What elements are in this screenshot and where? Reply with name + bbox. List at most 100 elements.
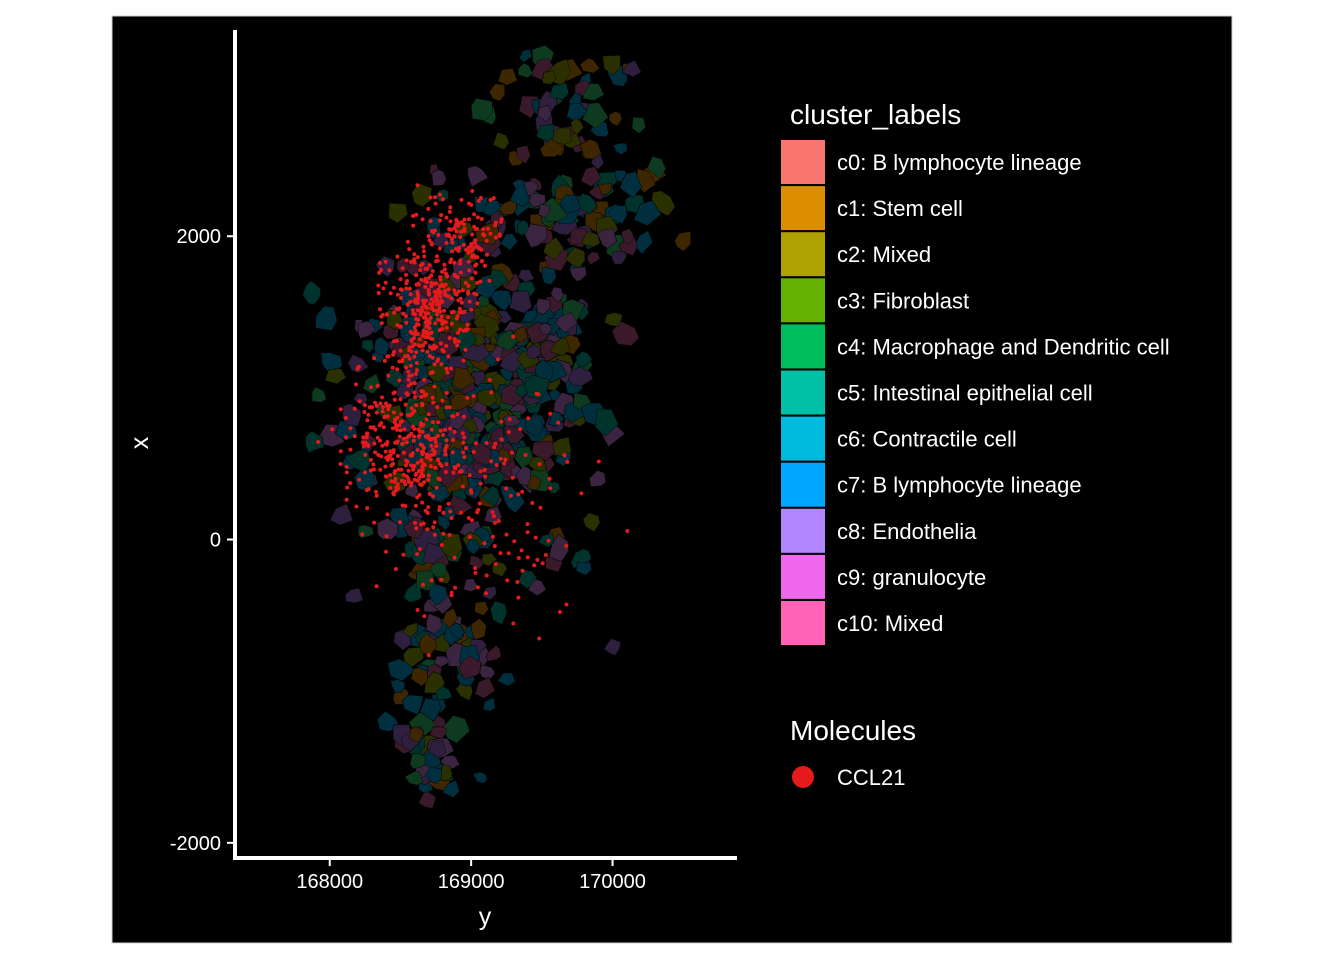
ccl21-molecule-point xyxy=(414,273,419,278)
ccl21-molecule-point xyxy=(447,533,452,537)
ccl21-molecule-point xyxy=(446,287,451,292)
ccl21-molecule-point xyxy=(383,449,388,454)
ccl21-molecule-point xyxy=(421,582,425,587)
ccl21-molecule-point xyxy=(448,219,453,224)
ccl21-molecule-point xyxy=(425,349,430,354)
ccl21-molecule-point xyxy=(432,362,437,367)
cell-polygon xyxy=(531,440,557,462)
ccl21-molecule-point xyxy=(452,288,457,293)
ccl21-molecule-point xyxy=(400,266,405,271)
cell-polygon xyxy=(345,587,364,604)
ccl21-molecule-point xyxy=(379,267,384,272)
ccl21-molecule-point xyxy=(491,196,496,201)
cell-polygon xyxy=(433,656,451,668)
ccl21-molecule-point xyxy=(433,440,438,444)
cluster-legend-swatch xyxy=(781,370,825,415)
ccl21-molecule-point xyxy=(456,289,461,294)
ccl21-molecule-point xyxy=(381,286,386,291)
cluster-legend-swatch xyxy=(781,278,825,323)
ccl21-molecule-point xyxy=(388,291,393,296)
ccl21-molecule-point xyxy=(469,518,474,523)
ccl21-molecule-point xyxy=(444,405,449,410)
ccl21-molecule-point xyxy=(451,470,456,475)
ccl21-molecule-point xyxy=(409,463,414,468)
ccl21-molecule-point xyxy=(390,457,395,462)
cell-polygon xyxy=(377,517,399,540)
ccl21-molecule-point xyxy=(398,428,403,433)
ccl21-molecule-point xyxy=(348,426,353,431)
ccl21-molecule-point xyxy=(421,244,426,249)
cell-polygon xyxy=(426,362,448,383)
ccl21-molecule-point xyxy=(469,242,474,247)
ccl21-molecule-point xyxy=(487,378,492,382)
cell-polygon xyxy=(579,139,602,160)
cell-polygon xyxy=(302,280,321,305)
ccl21-molecule-point xyxy=(432,289,437,294)
ccl21-molecule-point xyxy=(400,503,405,508)
ccl21-molecule-point xyxy=(556,420,561,425)
ccl21-molecule-point xyxy=(548,486,553,491)
ccl21-molecule-point xyxy=(369,385,373,390)
cluster-legend-label: c5: Intestinal epithelial cell xyxy=(837,381,1093,406)
ccl21-molecule-point xyxy=(479,217,484,221)
ccl21-molecule-point xyxy=(470,189,475,193)
ccl21-molecule-point xyxy=(438,341,443,346)
ccl21-molecule-point xyxy=(565,459,570,464)
ccl21-molecule-point xyxy=(579,491,584,496)
cell-polygon xyxy=(581,231,601,248)
ccl21-molecule-point xyxy=(411,467,416,472)
ccl21-molecule-point xyxy=(449,321,454,326)
ccl21-molecule-point xyxy=(491,514,496,519)
ccl21-molecule-point xyxy=(438,428,443,433)
cell-polygon xyxy=(621,59,642,77)
ccl21-molecule-point xyxy=(508,493,513,498)
ccl21-molecule-point xyxy=(484,591,488,596)
ccl21-molecule-point xyxy=(374,403,379,408)
ccl21-molecule-point xyxy=(354,382,358,387)
ccl21-molecule-point xyxy=(437,192,442,197)
ccl21-molecule-point xyxy=(344,470,349,475)
ccl21-molecule-point xyxy=(455,412,460,417)
ccl21-molecule-point xyxy=(460,431,465,436)
ccl21-molecule-point xyxy=(475,585,480,590)
ccl21-molecule-point xyxy=(459,300,464,305)
cell-polygon xyxy=(482,697,496,712)
ccl21-molecule-point xyxy=(439,213,444,217)
ccl21-molecule-point xyxy=(464,446,468,451)
ccl21-molecule-point xyxy=(352,406,357,411)
ccl21-molecule-point xyxy=(410,344,415,349)
y-axis-ticks: 2000 0 -2000 xyxy=(170,226,235,855)
ccl21-molecule-point xyxy=(479,247,484,252)
ccl21-molecule-point xyxy=(446,501,451,506)
ccl21-molecule-point xyxy=(374,489,378,494)
ccl21-molecule-point xyxy=(443,470,448,474)
ccl21-molecule-point xyxy=(456,247,461,252)
ccl21-molecule-point xyxy=(452,234,457,239)
ccl21-molecule-point xyxy=(430,302,435,307)
cell-polygon xyxy=(575,192,598,215)
cell-polygon xyxy=(580,166,601,187)
ccl21-molecule-point xyxy=(424,329,429,334)
ccl21-molecule-point xyxy=(413,328,418,333)
ccl21-molecule-point xyxy=(416,282,421,287)
cell-polygon xyxy=(485,645,502,662)
cell-polygon xyxy=(402,622,418,638)
ccl21-molecule-point xyxy=(484,573,489,578)
ccl21-molecule-point xyxy=(427,492,432,496)
ccl21-molecule-point xyxy=(422,377,427,382)
ccl21-molecule-point xyxy=(412,390,417,395)
ccl21-molecule-point xyxy=(395,427,400,432)
ccl21-molecule-point xyxy=(379,314,384,319)
ccl21-molecule-point xyxy=(505,578,510,583)
ccl21-molecule-point xyxy=(405,459,410,464)
ccl21-molecule-point xyxy=(392,397,397,402)
ccl21-molecule-point xyxy=(423,311,428,316)
cell-polygon xyxy=(535,298,551,316)
ccl21-molecule-point xyxy=(481,227,486,232)
cell-polygon xyxy=(604,312,623,327)
ccl21-molecule-point xyxy=(384,549,388,554)
ccl21-molecule-point xyxy=(447,209,452,214)
cell-polygon xyxy=(473,313,500,339)
ccl21-molecule-point xyxy=(480,259,485,263)
ccl21-molecule-point xyxy=(338,462,343,466)
